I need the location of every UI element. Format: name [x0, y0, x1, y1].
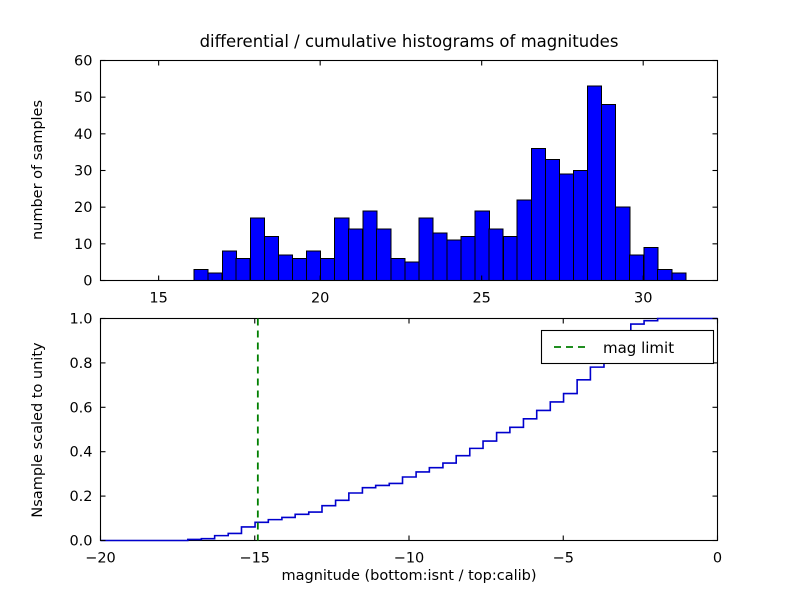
histogram-bar	[530, 148, 546, 281]
histogram-bar	[643, 247, 659, 281]
histogram-bar	[601, 104, 617, 281]
bottom-y-tick-label: 0.0	[69, 534, 92, 550]
histogram-bar	[334, 217, 350, 281]
histogram-bar	[559, 173, 575, 281]
bottom-x-tick-label: −5	[553, 551, 574, 567]
bottom-y-tick-label: 0.4	[69, 445, 92, 461]
bottom-y-axis-label: Nsample scaled to unity	[30, 342, 46, 518]
bottom-x-tick-label: −10	[394, 551, 425, 567]
bottom-x-tick-label: 0	[713, 551, 722, 567]
histogram-bar	[460, 236, 476, 281]
histogram-bar	[671, 272, 687, 282]
legend-label-mag-limit: mag limit	[603, 339, 674, 357]
histogram-bar	[362, 210, 378, 281]
histogram-bar	[629, 254, 645, 282]
histogram-bar	[502, 236, 518, 281]
histogram-bars	[193, 85, 687, 282]
bottom-cumulative-axes: −20 −15 −10 −5 0 0.0 0.2 0.4 0.6 0.8 1.0 Nsample …	[30, 312, 722, 585]
histogram-bar	[432, 232, 448, 281]
top-y-tick-label: 40	[74, 127, 92, 143]
bottom-y-tick-label: 1.0	[69, 312, 92, 328]
top-y-tick-label: 10	[74, 237, 92, 253]
legend[interactable]: mag limit	[540, 329, 715, 365]
histogram-bar	[306, 250, 322, 281]
bottom-y-tick-label: 0.2	[69, 489, 92, 505]
top-y-tick-label: 50	[74, 90, 92, 106]
histogram-bar	[193, 269, 209, 281]
bottom-x-tick-label: −15	[239, 551, 270, 567]
bottom-x-axis-ticks: −20 −15 −10 −5 0	[85, 318, 722, 567]
top-x-tick-label: 25	[472, 291, 490, 307]
top-x-axis-ticks: 15 20 25 30	[149, 60, 652, 307]
top-x-tick-label: 30	[634, 291, 652, 307]
bottom-y-axis-ticks: 0.0 0.2 0.4 0.6 0.8 1.0	[69, 312, 718, 550]
histogram-bar	[249, 217, 265, 281]
top-y-axis-ticks: 0 10 20 30 40 50 60	[74, 54, 718, 290]
histogram-bar	[263, 236, 279, 281]
top-y-tick-label: 30	[74, 164, 92, 180]
histogram-bar	[235, 258, 251, 281]
histogram-bar	[516, 199, 532, 281]
cumulative-curve	[100, 317, 718, 542]
top-y-axis-label: number of samples	[30, 100, 46, 240]
histogram-bar	[615, 206, 631, 281]
bottom-y-tick-label: 0.8	[69, 356, 92, 372]
histogram-bar	[376, 228, 392, 281]
top-y-tick-label: 60	[74, 54, 92, 70]
histogram-bar	[488, 228, 504, 281]
histogram-bar	[319, 258, 336, 281]
histogram-bar	[587, 85, 603, 281]
histogram-bar	[207, 272, 223, 282]
top-y-tick-label: 20	[74, 200, 92, 216]
top-histogram-axes: differential / cumulative histograms of …	[30, 32, 719, 307]
histogram-bar	[544, 159, 560, 281]
histogram-bar	[291, 258, 307, 281]
page-title: differential / cumulative histograms of …	[200, 32, 619, 51]
top-x-tick-label: 20	[311, 291, 329, 307]
histogram-bar	[418, 217, 434, 281]
bottom-x-tick-label: −20	[85, 551, 116, 567]
bottom-x-axis-label: magnitude (bottom:isnt / top:calib)	[281, 568, 536, 584]
histogram-bar	[348, 228, 364, 281]
histogram-bar	[404, 261, 420, 282]
histogram-bar	[221, 250, 237, 281]
top-x-tick-label: 15	[149, 291, 167, 307]
histogram-bar	[657, 269, 673, 281]
top-y-tick-label: 0	[83, 274, 92, 290]
histogram-bar	[474, 210, 490, 281]
histogram-bar	[277, 254, 294, 282]
bottom-y-tick-label: 0.6	[69, 400, 92, 416]
histogram-bar	[390, 258, 406, 281]
histogram-bar	[446, 239, 462, 281]
histogram-bar	[572, 170, 588, 281]
